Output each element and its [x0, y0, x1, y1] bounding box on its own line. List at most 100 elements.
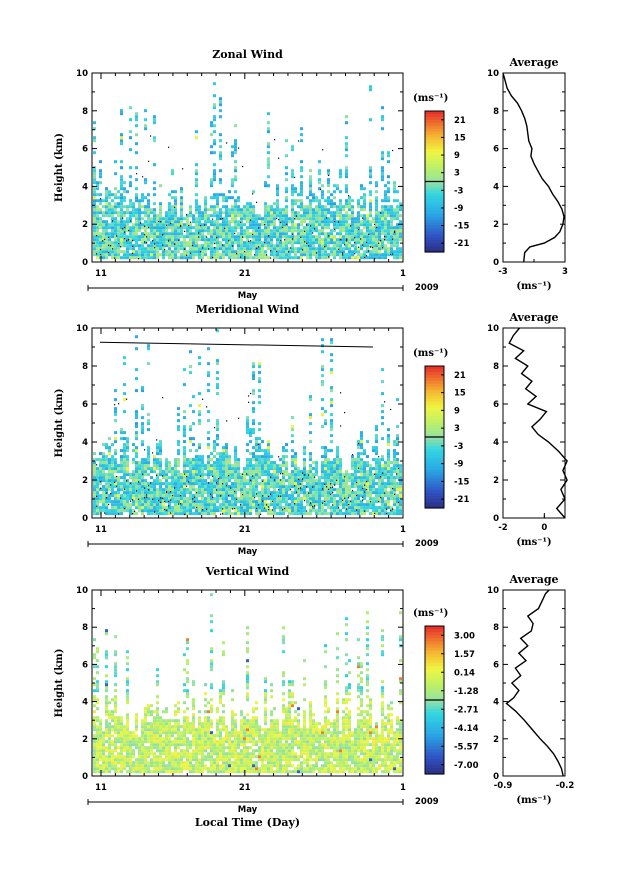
heatmap-cell — [96, 229, 99, 233]
heatmap-cell — [102, 473, 105, 477]
zero-contour — [96, 392, 400, 516]
heatmap-cell — [336, 205, 339, 209]
contour-dot — [120, 497, 122, 499]
heatmap-cell — [384, 485, 387, 489]
heatmap-cell — [354, 494, 357, 498]
heatmap-cell — [393, 467, 396, 471]
heatmap-cell — [270, 223, 273, 227]
heatmap-cell — [294, 190, 297, 194]
heatmap-cell — [111, 214, 114, 218]
heatmap-cell — [207, 362, 210, 366]
heatmap-cell — [153, 509, 156, 513]
heatmap-cell — [180, 229, 183, 233]
heatmap-cell — [114, 205, 117, 209]
heatmap-cell — [267, 208, 270, 212]
heatmap-cell — [381, 458, 384, 462]
heatmap-cell — [150, 241, 153, 245]
heatmap-cell — [189, 497, 192, 501]
heatmap-cell — [369, 244, 372, 248]
heatmap-cell — [216, 329, 219, 333]
heatmap-cell — [249, 500, 252, 504]
colorbar-swatch — [425, 410, 444, 414]
y-tick-label: 8 — [82, 362, 88, 372]
heatmap-cell — [120, 485, 123, 489]
colorbar-swatch — [425, 469, 444, 474]
heatmap-cell — [351, 467, 354, 471]
heatmap-cell — [141, 223, 144, 227]
heatmap-cell — [114, 193, 117, 197]
heatmap-cell — [288, 217, 291, 221]
contour-dot — [374, 512, 376, 514]
heatmap-cell — [201, 491, 204, 495]
heatmap-cell — [333, 497, 336, 501]
heatmap-cell — [219, 229, 222, 233]
heatmap-cell — [321, 383, 324, 387]
heatmap-cell — [306, 485, 309, 489]
heatmap-cell — [369, 503, 372, 507]
heatmap-cell — [315, 217, 318, 221]
heatmap-cell — [99, 476, 102, 480]
avg-x-axis-label: (ms⁻¹) — [516, 537, 551, 548]
heatmap-cell — [363, 187, 366, 191]
heatmap-cell — [120, 139, 123, 143]
contour-dot — [372, 246, 374, 248]
heatmap-cell — [105, 205, 108, 209]
heatmap-cell — [96, 226, 99, 230]
heatmap-cell — [309, 256, 312, 260]
heatmap-cell — [126, 503, 129, 507]
heatmap-cell — [243, 208, 246, 212]
heatmap-cell — [243, 470, 246, 474]
heatmap-cell — [183, 458, 186, 462]
heatmap-cell — [327, 512, 330, 516]
heatmap-cell — [309, 217, 312, 221]
heatmap-cell — [321, 503, 324, 507]
contour-dot — [322, 149, 324, 151]
y-tick-label: 10 — [76, 324, 88, 334]
heatmap-cell — [180, 220, 183, 224]
heatmap-cell — [189, 365, 192, 369]
heatmap-cell — [207, 229, 210, 233]
heatmap-cell — [219, 157, 222, 161]
heatmap-cell — [93, 500, 96, 504]
colorbar-swatch — [425, 187, 444, 191]
heatmap-cell — [246, 235, 249, 239]
heatmap-cell — [330, 386, 333, 390]
heatmap-cell — [255, 512, 258, 516]
heatmap-cell — [180, 232, 183, 236]
heatmap-cell — [381, 178, 384, 182]
heatmap-cell — [264, 214, 267, 218]
heatmap-cell — [291, 214, 294, 218]
heatmap-cell — [351, 473, 354, 477]
heatmap-cell — [189, 482, 192, 486]
heatmap-cell — [318, 232, 321, 236]
heatmap-cell — [321, 365, 324, 369]
heatmap-cell — [120, 437, 123, 441]
heatmap-cell — [363, 461, 366, 465]
heatmap-cell — [183, 238, 186, 242]
heatmap-cell — [114, 217, 117, 221]
heatmap-cell — [240, 244, 243, 248]
heatmap-cell — [330, 425, 333, 429]
heatmap-cell — [192, 464, 195, 468]
heatmap-cell — [219, 509, 222, 513]
colorbar-swatch — [425, 113, 444, 118]
heatmap-cell — [291, 244, 294, 248]
heatmap-cell — [213, 440, 216, 444]
heatmap-cell — [255, 440, 258, 444]
heatmap-cell — [297, 217, 300, 221]
heatmap-cell — [111, 208, 114, 212]
heatmap-cell — [258, 467, 261, 471]
contour-dot — [184, 248, 186, 250]
heatmap-cell — [111, 220, 114, 224]
heatmap-cell — [108, 190, 111, 194]
heatmap-cell — [351, 512, 354, 516]
heatmap-cell — [312, 250, 315, 254]
heatmap-cell — [318, 500, 321, 504]
contour-dot — [358, 467, 360, 469]
heatmap-cell — [336, 187, 339, 191]
heatmap-cell — [309, 452, 312, 456]
heatmap-cell — [135, 434, 138, 438]
heatmap-cell — [390, 238, 393, 242]
contour-dot — [178, 503, 180, 505]
heatmap-cell — [309, 440, 312, 444]
